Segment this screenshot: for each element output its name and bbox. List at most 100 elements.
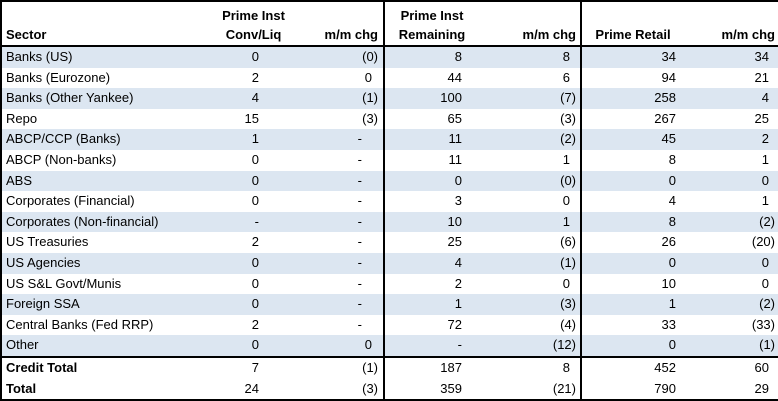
cell-mm3: 60: [684, 355, 778, 379]
col-header-prime-inst-conv-liq: Prime Inst Conv/Liq: [206, 1, 301, 47]
table-row: US Treasuries 2 - 25 (6) 26 (20): [1, 232, 778, 253]
cell-mm2: 1: [479, 149, 582, 171]
cell-conv: 24: [244, 380, 259, 396]
table-row: Banks (US) 0 (0) 8 8 34 34: [1, 46, 778, 68]
cell-remaining: -: [457, 337, 462, 353]
cell-mm2: (6): [479, 232, 582, 253]
cell-mm2: (21): [479, 378, 582, 401]
cell-mm3: (2): [759, 296, 775, 312]
cell-conv: 0: [251, 275, 259, 291]
cell-mm3: 0: [761, 254, 769, 270]
cell-mm1: -: [301, 129, 385, 150]
cell-sector: Banks (Other Yankee): [6, 90, 134, 106]
cell-retail: 8: [668, 213, 676, 229]
cell-conv: 0: [251, 151, 259, 167]
cell-conv: 2: [251, 234, 259, 250]
cell-mm2: 6: [479, 67, 582, 89]
cell-mm3: 29: [754, 380, 769, 396]
cell-sector: Total: [6, 380, 37, 396]
cell-retail: 33: [661, 316, 676, 332]
col-header-label: m/m chg: [522, 27, 576, 42]
cell-remaining: 25: [447, 234, 462, 250]
cell-mm1: 0: [301, 67, 385, 89]
cell-conv: 0: [251, 254, 259, 270]
cell-mm3: (20): [751, 234, 775, 250]
cell-sector: Corporates (Non-financial): [6, 213, 159, 229]
cell-mm2: (3): [479, 108, 582, 130]
cell-sector: Banks (US): [6, 49, 73, 64]
cell-mm2: 1: [479, 211, 582, 233]
cell-retail: 26: [661, 234, 676, 250]
table-row: Foreign SSA 0 - 1 (3) 1 (2): [1, 294, 778, 315]
cell-mm1: -: [301, 294, 385, 315]
cell-mm2: (2): [479, 129, 582, 150]
col-header-label-line1: Prime Inst: [222, 8, 285, 23]
table-row: Repo 15 (3) 65 (3) 267 25: [1, 108, 778, 130]
col-header-mm-chg-1: m/m chg: [301, 1, 385, 47]
cell-remaining: 0: [454, 172, 462, 188]
col-header-label-line1: Prime Inst: [400, 8, 464, 23]
cell-remaining: 3: [454, 193, 462, 209]
col-header-prime-retail: Prime Retail: [581, 1, 684, 47]
cell-retail: 0: [668, 254, 676, 270]
cell-mm1: (0): [301, 46, 385, 68]
cell-retail: 4: [668, 193, 676, 209]
cell-mm1: -: [301, 170, 385, 192]
cell-mm3: 0: [761, 275, 769, 291]
cell-mm3: 34: [754, 49, 769, 64]
cell-conv: -: [254, 213, 259, 229]
cell-remaining: 10: [447, 213, 462, 229]
cell-remaining: 65: [447, 110, 462, 126]
cell-sector: US S&L Govt/Munis: [6, 275, 122, 291]
cell-retail: 267: [654, 110, 676, 126]
cell-conv: 1: [251, 131, 259, 147]
cell-mm2: 0: [479, 191, 582, 212]
cell-conv: 4: [251, 90, 259, 106]
cell-mm3: 25: [754, 110, 769, 126]
cell-mm1: -: [301, 273, 385, 295]
col-header-label: Sector: [6, 27, 47, 42]
col-header-label: Prime Retail: [595, 27, 671, 42]
cell-sector: ABCP/CCP (Banks): [6, 131, 121, 147]
cell-mm1: -: [301, 314, 385, 336]
cell-conv: 0: [251, 49, 259, 64]
cell-remaining: 1: [454, 296, 462, 312]
cell-conv: 2: [251, 316, 259, 332]
cell-mm3: 21: [754, 69, 769, 85]
cell-retail: 258: [654, 90, 676, 106]
table-row: ABS 0 - 0 (0) 0 0: [1, 170, 778, 192]
cell-mm1: -: [301, 211, 385, 233]
cell-mm3: 1: [761, 151, 769, 167]
cell-mm2: (4): [479, 314, 582, 336]
col-header-mm-chg-2: m/m chg: [479, 1, 582, 47]
cell-sector: Corporates (Financial): [6, 193, 135, 209]
cell-remaining: 187: [384, 355, 479, 379]
cell-conv: 15: [244, 110, 259, 126]
col-header-label-line2: Conv/Liq: [225, 27, 282, 42]
cell-remaining: 359: [440, 380, 462, 396]
cell-mm1: (3): [301, 378, 385, 401]
cell-sector: ABS: [6, 172, 33, 188]
table-body: Banks (US) 0 (0) 8 8 34 34 Banks (Eurozone) 2 0 44…: [1, 46, 778, 401]
cell-mm2: (7): [479, 88, 582, 109]
cell-mm1: -: [301, 191, 385, 212]
cell-remaining: 8: [454, 49, 462, 64]
cell-retail: 0: [668, 172, 676, 188]
cell-retail: 0: [668, 337, 676, 353]
cell-sector: Credit Total: [1, 355, 206, 379]
cell-sector: US Agencies: [6, 254, 81, 270]
table-row: Corporates (Non-financial) - - 10 1 8 (2): [1, 211, 778, 233]
header-row: Sector Prime Inst Conv/Liq m/m chg Prime…: [1, 1, 778, 47]
cell-sector: Central Banks (Fed RRP): [6, 316, 154, 332]
cell-sector: ABCP (Non-banks): [6, 151, 117, 167]
cell-mm1: (1): [301, 88, 385, 109]
cell-mm2: 8: [479, 355, 582, 379]
cell-retail: 34: [661, 49, 676, 64]
table-row: Credit Total 7 (1) 187 8 452 60: [1, 355, 778, 379]
cell-sector: Banks (Eurozone): [6, 69, 111, 85]
cell-mm1: -: [301, 232, 385, 253]
table-row: Central Banks (Fed RRP) 2 - 72 (4) 33 (33): [1, 314, 778, 336]
table-row: ABCP (Non-banks) 0-11 1 8 1: [1, 149, 778, 171]
cell-remaining: 11: [448, 151, 463, 167]
